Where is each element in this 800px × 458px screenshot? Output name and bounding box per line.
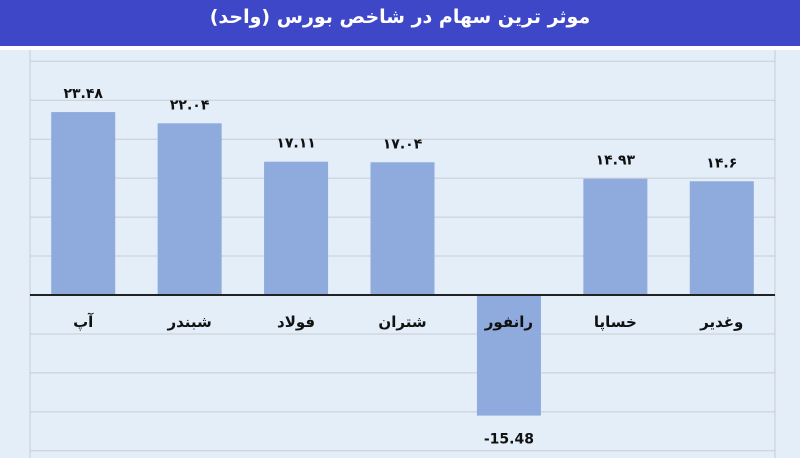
chart-header: موثر ترین سهام در شاخص بورس (واحد) — [0, 0, 800, 50]
data-label: ۱۴.۹۳ — [596, 153, 636, 169]
data-label: ۲۲.۰۴ — [170, 97, 210, 113]
bar — [583, 178, 648, 295]
bar — [264, 161, 329, 295]
category-label: شبندر — [166, 313, 211, 331]
bar — [370, 162, 435, 295]
chart-title: موثر ترین سهام در شاخص بورس (واحد) — [209, 6, 591, 28]
data-label: ۲۳.۴۸ — [63, 86, 103, 102]
category-label: فولاد — [277, 313, 315, 331]
data-label: ۱۷.۰۴ — [383, 136, 423, 152]
category-label: خساپا — [594, 313, 637, 332]
category-label: وغدیر — [699, 313, 743, 331]
data-label: ۱۴.۶ — [706, 155, 737, 171]
bar — [689, 181, 754, 295]
bar — [157, 123, 222, 295]
bar — [476, 295, 541, 416]
bar — [51, 112, 116, 296]
data-label: -15.48 — [484, 432, 534, 448]
category-label: رانفور — [484, 313, 533, 331]
data-label: ۱۷.۱۱ — [276, 136, 316, 152]
category-label: آپ — [73, 313, 94, 331]
category-label: شتران — [378, 313, 426, 331]
